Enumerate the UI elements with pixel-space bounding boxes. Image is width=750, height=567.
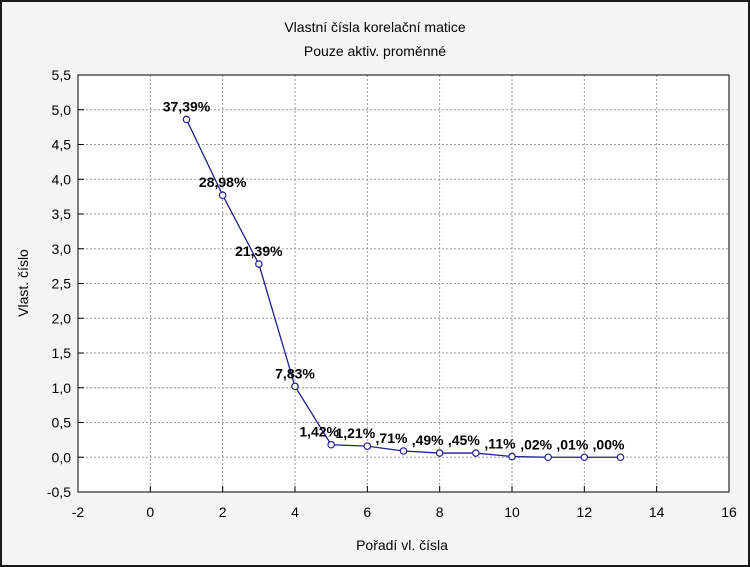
data-point (255, 260, 263, 268)
y-tick-label: 4,5 (52, 137, 72, 153)
data-label: ,02% (520, 436, 552, 452)
x-tick-label: 16 (721, 504, 737, 520)
data-point (435, 449, 444, 457)
data-label: ,11% (484, 436, 516, 452)
data-point (472, 449, 480, 457)
percent-labels: 37,39% 28,98% 21,39% 7,83% 1,42%1,21% ,71% ,49… (163, 98, 625, 452)
y-tick-labels: -0,5 0,0 0,5 1,0 1,5 2,0 2,5 3,0 3,5 4,0 4,5 5,0 5,5 (47, 67, 71, 500)
data-label: ,49% (412, 432, 444, 448)
data-label: 21,39% (235, 243, 283, 259)
chart-title: Vlastní čísla korelační matice (284, 19, 466, 35)
y-tick-label: 3,0 (52, 241, 72, 257)
x-tick-labels: -2 0 2 4 6 8 10 12 14 16 (72, 504, 737, 520)
x-tick-label: 2 (219, 504, 227, 520)
data-label: 37,39% (163, 98, 211, 114)
y-tick-label: -0,5 (47, 484, 71, 500)
y-tick-label: 0,0 (52, 449, 72, 465)
y-tick-label: 1,5 (52, 345, 72, 361)
data-point (327, 440, 335, 449)
grid-lines (78, 75, 729, 492)
data-point (399, 447, 408, 455)
x-tick-label: 4 (291, 504, 299, 520)
data-point (616, 453, 625, 462)
y-tick-label: 2,0 (52, 310, 72, 326)
data-point (544, 453, 552, 462)
y-axis-label: Vlast. číslo (15, 249, 31, 317)
data-label: 7,83% (275, 365, 315, 381)
eigenvalue-markers (182, 115, 625, 462)
y-tick-label: 5,0 (52, 102, 72, 118)
data-point (182, 115, 191, 124)
data-point (291, 382, 299, 391)
chart-subtitle: Pouze aktiv. proměnné (304, 43, 446, 59)
data-point (218, 191, 227, 200)
data-label: ,71% (376, 430, 408, 446)
y-tick-label: 1,0 (52, 380, 72, 396)
y-tick-label: 2,5 (52, 276, 72, 292)
x-tick-label: 12 (577, 504, 593, 520)
data-label: ,01% (556, 436, 588, 452)
x-tick-label: 14 (649, 504, 665, 520)
x-axis-label: Pořadí vl. čísla (356, 537, 448, 553)
data-point (363, 442, 372, 450)
x-tick-label: 8 (436, 504, 444, 520)
data-label: ,45% (448, 432, 480, 448)
y-tick-label: 5,5 (52, 67, 72, 83)
plot-area: 37,39% 28,98% 21,39% 7,83% 1,42%1,21% ,71% ,49… (77, 74, 730, 493)
x-tick-label: 10 (504, 504, 520, 520)
data-point (508, 452, 516, 461)
y-tick-label: 4,0 (52, 171, 72, 187)
x-tick-label: 6 (363, 504, 371, 520)
data-point (580, 453, 589, 462)
x-tick-label: 0 (146, 504, 154, 520)
y-tick-label: 3,5 (52, 206, 72, 222)
x-tick-label: -2 (72, 504, 85, 520)
axes (77, 74, 730, 493)
data-label: 1,21% (335, 425, 375, 441)
data-label: 1,42% (299, 424, 339, 440)
data-label: ,00% (593, 436, 625, 452)
data-label: 28,98% (199, 174, 247, 190)
y-tick-label: 0,5 (52, 415, 72, 431)
